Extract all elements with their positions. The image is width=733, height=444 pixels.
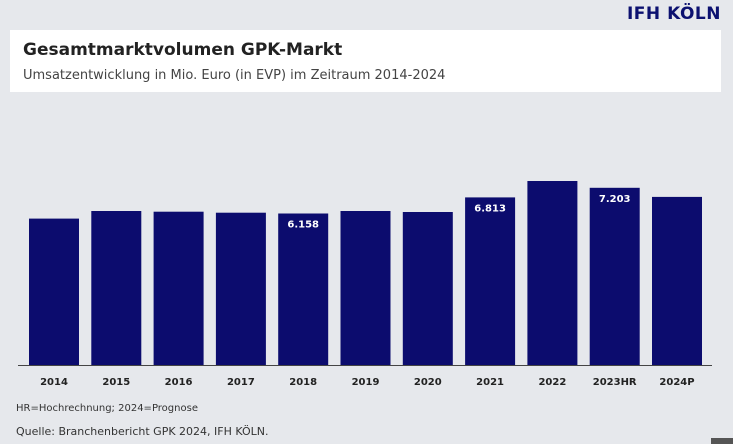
- chart-subtitle: Umsatzentwicklung in Mio. Euro (in EVP) …: [23, 68, 446, 83]
- x-tick-label-2019: 2019: [352, 377, 380, 388]
- bar-2016: [153, 211, 204, 365]
- x-tick-label-2015: 2015: [102, 377, 130, 388]
- x-tick-label-2016: 2016: [165, 377, 193, 388]
- bar-chart: 2014 2015 2016 2017 6.158 2018 2019 2020 6.813 20…: [18, 181, 712, 388]
- bar-2019: [340, 211, 391, 365]
- x-tick-label-2021: 2021: [476, 377, 504, 388]
- corner-marker: [711, 438, 733, 444]
- x-tick-label-2020: 2020: [414, 377, 442, 388]
- chart-header: Gesamtmarktvolumen GPK-Markt Umsatzentwi…: [10, 30, 721, 92]
- chart-note: HR=Hochrechnung; 2024=Prognose: [16, 403, 198, 414]
- data-label-2018: 6.158: [287, 220, 319, 231]
- data-label-2021: 6.813: [474, 203, 506, 214]
- x-tick-label-2023HR: 2023HR: [593, 377, 637, 388]
- x-tick-label-2017: 2017: [227, 377, 255, 388]
- x-tick-label-2022: 2022: [538, 377, 566, 388]
- bar-2014: [29, 218, 79, 365]
- brand-logo: IFH KÖLN: [626, 4, 721, 24]
- bar-2021: [465, 197, 516, 365]
- bar-2023HR: [589, 187, 640, 365]
- chart-source: Quelle: Branchenbericht GPK 2024, IFH KÖ…: [16, 425, 269, 438]
- x-tick-label-2014: 2014: [40, 377, 68, 388]
- x-tick-label-2018: 2018: [289, 377, 317, 388]
- bar-2017: [215, 212, 266, 365]
- bar-2024P: [652, 196, 702, 365]
- bar-2022: [527, 181, 578, 365]
- data-label-2023HR: 7.203: [599, 194, 631, 205]
- bar-2018: [278, 213, 329, 365]
- chart-title: Gesamtmarktvolumen GPK-Markt: [23, 40, 343, 60]
- bar-2015: [91, 211, 142, 365]
- bar-2020: [402, 212, 453, 365]
- x-tick-label-2024P: 2024P: [659, 377, 694, 388]
